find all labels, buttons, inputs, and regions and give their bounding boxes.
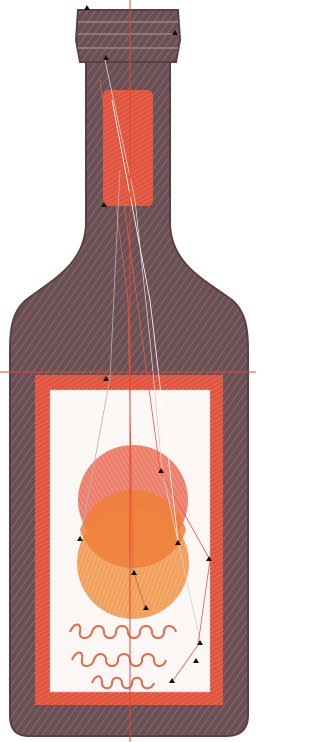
embroidery-canvas: [0, 0, 256, 742]
page: [0, 0, 320, 742]
bottle-cap: [76, 10, 180, 62]
neck-label: [103, 90, 153, 206]
